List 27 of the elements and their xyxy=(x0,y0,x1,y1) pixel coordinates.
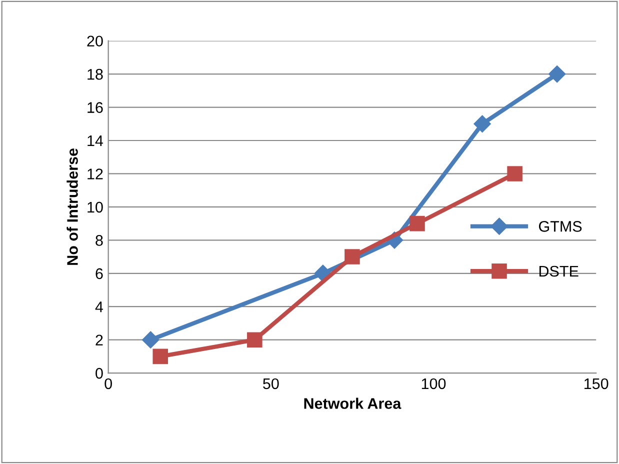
x-tick-label: 150 xyxy=(584,378,608,390)
legend-label: GTMS xyxy=(538,221,582,232)
point xyxy=(474,115,491,132)
y-tick-label: 8 xyxy=(96,235,103,246)
point xyxy=(344,249,360,264)
y-axis-title: No of Intruderse xyxy=(66,148,78,265)
point xyxy=(152,348,168,364)
y-tick-label: 14 xyxy=(88,136,104,146)
point xyxy=(142,331,160,348)
y-tick-label: 2 xyxy=(96,334,103,346)
y-tick-label: 12 xyxy=(88,168,103,180)
x-axis-title: Network Area xyxy=(304,398,402,409)
point xyxy=(410,216,425,232)
x-tick-label: 50 xyxy=(263,378,279,390)
point xyxy=(507,166,522,182)
y-tick-label: 4 xyxy=(95,302,104,312)
y-tick-label: 16 xyxy=(88,102,103,113)
x-tick-label: 100 xyxy=(422,378,446,390)
y-tick-label: 18 xyxy=(88,68,103,80)
point xyxy=(548,66,566,83)
y-tick-label: 0 xyxy=(96,368,103,379)
point xyxy=(247,332,262,348)
y-tick-label: 10 xyxy=(88,202,103,213)
y-tick-label: 6 xyxy=(96,268,103,280)
x-tick-label: 0 xyxy=(104,378,112,390)
y-tick-label: 20 xyxy=(87,36,103,47)
legend-label: DSTE xyxy=(539,266,578,277)
